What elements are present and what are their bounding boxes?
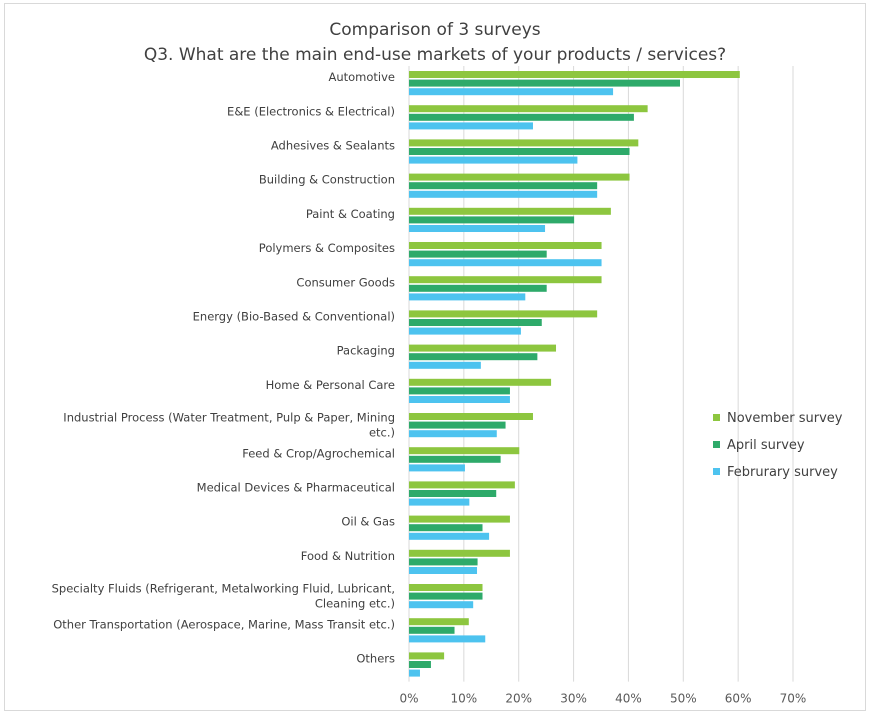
x-tick-label-20: 20% (505, 692, 532, 706)
category-label-energy-bio-based-conventional: Energy (Bio-Based & Conventional) (193, 310, 395, 324)
x-tick-label-60: 60% (725, 692, 752, 706)
bar-april-survey-others (409, 661, 431, 668)
bar-april-survey-automotive (409, 79, 680, 87)
bar-april-survey-polymers-composites (409, 250, 547, 258)
x-tick-label-50: 50% (670, 692, 697, 706)
bar-april-survey-food-nutrition (409, 558, 478, 566)
bar-november-survey-packaging (409, 344, 557, 352)
bar-februrary-survey-feed-crop-agrochemical (409, 464, 465, 472)
bar-november-survey-other-transportation-aerospace-marine-mass-transit-etc (409, 618, 469, 626)
chart-title: Comparison of 3 surveys (329, 20, 540, 40)
bar-november-survey-automotive (409, 71, 740, 78)
category-label-other-transportation-aerospace-marine-ma: Other Transportation (Aerospace, Marine,… (53, 617, 395, 631)
bar-november-survey-e-e-electronics-electrical (409, 105, 648, 113)
bar-februrary-survey-paint-coating (409, 225, 546, 232)
legend-swatch-november-survey (713, 414, 720, 421)
legend: November survey April survey Februrary sur… (713, 411, 843, 480)
category-label-consumer-goods: Consumer Goods (296, 275, 395, 289)
bar-november-survey-medical-devices-pharmaceutical (409, 481, 515, 489)
bar-april-survey-medical-devices-pharmaceutical (409, 490, 497, 497)
bar-november-survey-specialty-fluids-refrigerant-metalworking-fluid-lubricant-cleaning-etc (409, 584, 483, 591)
category-labels: Automotive E&E (Electronics & Electrical)… (52, 70, 395, 665)
bar-april-survey-consumer-goods (409, 284, 547, 292)
category-label-building-construction: Building & Construction (259, 173, 395, 187)
bar-februrary-survey-automotive (409, 88, 614, 96)
legend-label-april-survey: April survey (727, 438, 805, 453)
bar-april-survey-e-e-electronics-electrical (409, 113, 634, 121)
bar-februrary-survey-home-personal-care (409, 396, 510, 403)
category-label-industrial-process-water-treatment-pulp-: Industrial Process (Water Treatment, Pul… (63, 411, 395, 440)
bar-november-survey-oil-gas (409, 515, 510, 523)
bar-februrary-survey-others (409, 669, 420, 677)
category-label-medical-devices-pharmaceutical: Medical Devices & Pharmaceutical (197, 481, 395, 495)
bar-februrary-survey-consumer-goods (409, 293, 526, 301)
legend-label-februrary-survey: Februrary survey (727, 465, 838, 480)
category-label-food-nutrition: Food & Nutrition (301, 549, 395, 563)
bar-april-survey-energy-bio-based-conventional (409, 319, 542, 326)
category-label-feed-crop-agrochemical: Feed & Crop/Agrochemical (242, 446, 395, 460)
grid-layer (408, 66, 794, 682)
bar-april-survey-paint-coating (409, 216, 575, 224)
bar-februrary-survey-building-construction (409, 190, 598, 198)
category-label-polymers-composites: Polymers & Composites (259, 241, 395, 255)
bar-februrary-survey-e-e-electronics-electrical (409, 122, 533, 130)
bar-februrary-survey-specialty-fluids-refrigerant-metalworking-fluid-lubricant-cleaning-etc (409, 601, 474, 609)
chart-svg: Comparison of 3 surveys Q3. What are the… (52, 20, 843, 706)
bar-november-survey-home-personal-care (409, 378, 552, 386)
x-tick-label-0: 0% (399, 692, 418, 706)
bar-februrary-survey-medical-devices-pharmaceutical (409, 498, 470, 506)
category-label-paint-coating: Paint & Coating (306, 207, 395, 221)
legend-swatch-april-survey (713, 441, 720, 448)
x-tick-label-30: 30% (560, 692, 587, 706)
chart-subtitle: Q3. What are the main end-use markets of… (144, 45, 726, 65)
bar-april-survey-oil-gas (409, 524, 483, 532)
x-tick-label-40: 40% (615, 692, 642, 706)
bar-november-survey-feed-crop-agrochemical (409, 447, 520, 455)
bar-november-survey-consumer-goods (409, 276, 602, 284)
bars-layer (409, 71, 740, 677)
category-label-others: Others (356, 652, 395, 666)
category-label-adhesives-sealants: Adhesives & Sealants (271, 139, 395, 153)
bar-april-survey-building-construction (409, 182, 598, 190)
bar-november-survey-industrial-process-water-treatment-pulp-paper-mining-etc (409, 413, 533, 420)
bar-november-survey-paint-coating (409, 207, 611, 215)
bar-april-survey-industrial-process-water-treatment-pulp-paper-mining-etc (409, 421, 506, 429)
bar-april-survey-adhesives-sealants (409, 148, 630, 155)
legend-label-november-survey: November survey (727, 411, 843, 426)
bar-februrary-survey-polymers-composites (409, 259, 602, 267)
category-label-packaging: Packaging (337, 344, 395, 358)
x-tick-label-70: 70% (780, 692, 807, 706)
bar-april-survey-feed-crop-agrochemical (409, 455, 501, 463)
category-label-home-personal-care: Home & Personal Care (266, 378, 395, 392)
category-label-oil-gas: Oil & Gas (341, 515, 395, 529)
bar-november-survey-others (409, 652, 445, 660)
bar-februrary-survey-other-transportation-aerospace-marine-mass-transit-etc (409, 635, 486, 643)
bar-november-survey-adhesives-sealants (409, 139, 639, 147)
x-axis-ticks: 0% 10% 20% 30% 40% 50% 60% 70% (399, 692, 806, 706)
bar-november-survey-polymers-composites (409, 242, 602, 249)
category-label-specialty-fluids-refrigerant-metalworkin: Specialty Fluids (Refrigerant, Metalwork… (52, 582, 395, 611)
bar-november-survey-building-construction (409, 173, 630, 181)
legend-swatch-februrary-survey (713, 468, 720, 475)
bar-april-survey-other-transportation-aerospace-marine-mass-transit-etc (409, 626, 455, 634)
bar-april-survey-packaging (409, 353, 538, 361)
bar-februrary-survey-oil-gas (409, 532, 490, 540)
bar-februrary-survey-food-nutrition (409, 567, 478, 574)
bar-februrary-survey-energy-bio-based-conventional (409, 327, 521, 335)
bar-februrary-survey-adhesives-sealants (409, 156, 578, 164)
bar-april-survey-home-personal-care (409, 387, 510, 395)
category-label-e-e-electronics-electrical: E&E (Electronics & Electrical) (227, 104, 395, 118)
category-label-automotive: Automotive (328, 70, 395, 84)
bar-februrary-survey-packaging (409, 361, 481, 369)
x-tick-label-10: 10% (451, 692, 478, 706)
bar-april-survey-specialty-fluids-refrigerant-metalworking-fluid-lubricant-cleaning-etc (409, 592, 483, 600)
bar-november-survey-energy-bio-based-conventional (409, 310, 598, 318)
bar-november-survey-food-nutrition (409, 549, 510, 557)
bar-februrary-survey-industrial-process-water-treatment-pulp-paper-mining-etc (409, 430, 497, 438)
chart-frame: Comparison of 3 surveys Q3. What are the… (4, 3, 866, 711)
